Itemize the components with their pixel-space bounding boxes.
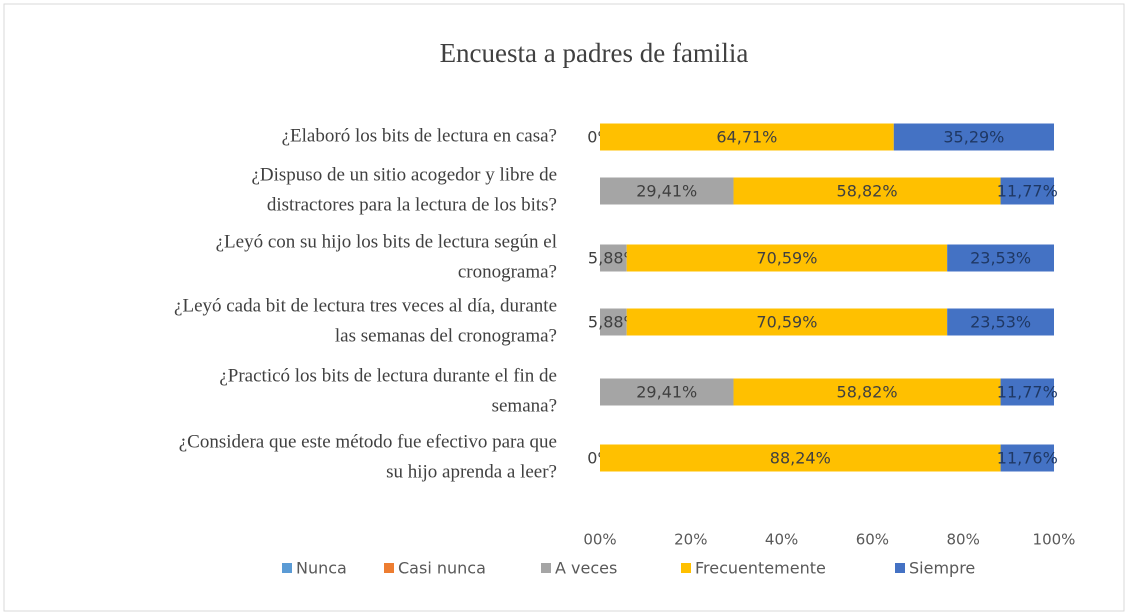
data-label: 58,82% (837, 182, 898, 201)
data-label: 11,77% (997, 182, 1058, 201)
bar-segment (733, 177, 1001, 205)
x-tick-label: 40% (765, 531, 798, 549)
x-tick-label: 100% (1033, 531, 1076, 549)
chart-title: Encuesta a padres de familia (440, 38, 749, 68)
legend-label: A veces (555, 559, 617, 578)
data-label: 35,29% (943, 128, 1004, 147)
bar-segment (600, 244, 627, 272)
bar-segment (947, 308, 1054, 336)
data-label: 5,88% (588, 249, 639, 268)
bar-segment (733, 378, 1001, 406)
x-tick-label: 00% (583, 531, 616, 549)
data-label: 88,24% (770, 449, 831, 468)
legend-swatch (541, 563, 551, 573)
category-label: distractores para la lectura de los bits… (267, 194, 557, 215)
legend-label: Siempre (909, 559, 975, 578)
category-label: ¿Practicó los bits de lectura durante el… (219, 365, 557, 386)
bar-segment (600, 308, 627, 336)
data-label: 11,76% (997, 449, 1058, 468)
category-label: ¿Dispuso de un sitio acogedor y libre de (251, 164, 557, 185)
category-label: cronograma? (458, 261, 557, 282)
bar-segment (1000, 378, 1054, 406)
legend-label: Nunca (296, 559, 347, 578)
data-label: 70,59% (756, 249, 817, 268)
bar-segment (600, 378, 734, 406)
legend-label: Casi nunca (398, 559, 486, 578)
bar-segment (947, 244, 1054, 272)
data-label: 23,53% (970, 313, 1031, 332)
data-label: 11,77% (997, 383, 1058, 402)
chart-frame (3, 3, 1125, 612)
bar-segment (626, 308, 948, 336)
x-tick-label: 80% (947, 531, 980, 549)
bar-segment (600, 444, 1001, 472)
legend-swatch (895, 563, 905, 573)
bar-segment (626, 244, 948, 272)
data-label: 29,41% (636, 383, 697, 402)
bar-segment (1000, 177, 1054, 205)
data-label: 70,59% (756, 313, 817, 332)
bar-segment (1000, 444, 1054, 472)
data-label: 5,88% (588, 313, 639, 332)
data-label: 64,71% (716, 128, 777, 147)
bar-segment (893, 123, 1054, 151)
x-tick-label: 20% (674, 531, 707, 549)
legend-swatch (384, 563, 394, 573)
category-label: ¿Elaboró los bits de lectura en casa? (282, 125, 557, 146)
data-label: 58,82% (837, 383, 898, 402)
legend-swatch (681, 563, 691, 573)
x-tick-label: 60% (856, 531, 889, 549)
category-label: semana? (492, 395, 557, 416)
category-label: su hijo aprenda a leer? (386, 461, 557, 482)
data-label: 29,41% (636, 182, 697, 201)
legend-label: Frecuentemente (695, 559, 826, 578)
category-label: ¿Leyó con su hijo los bits de lectura se… (216, 231, 557, 252)
category-label: ¿Leyó cada bit de lectura tres veces al … (174, 295, 557, 316)
legend-swatch (282, 563, 292, 573)
category-label: las semanas del cronograma? (335, 325, 557, 346)
category-label: ¿Considera que este método fue efectivo … (179, 431, 557, 452)
bar-segment (600, 177, 734, 205)
data-label: 23,53% (970, 249, 1031, 268)
bar-segment (600, 123, 894, 151)
